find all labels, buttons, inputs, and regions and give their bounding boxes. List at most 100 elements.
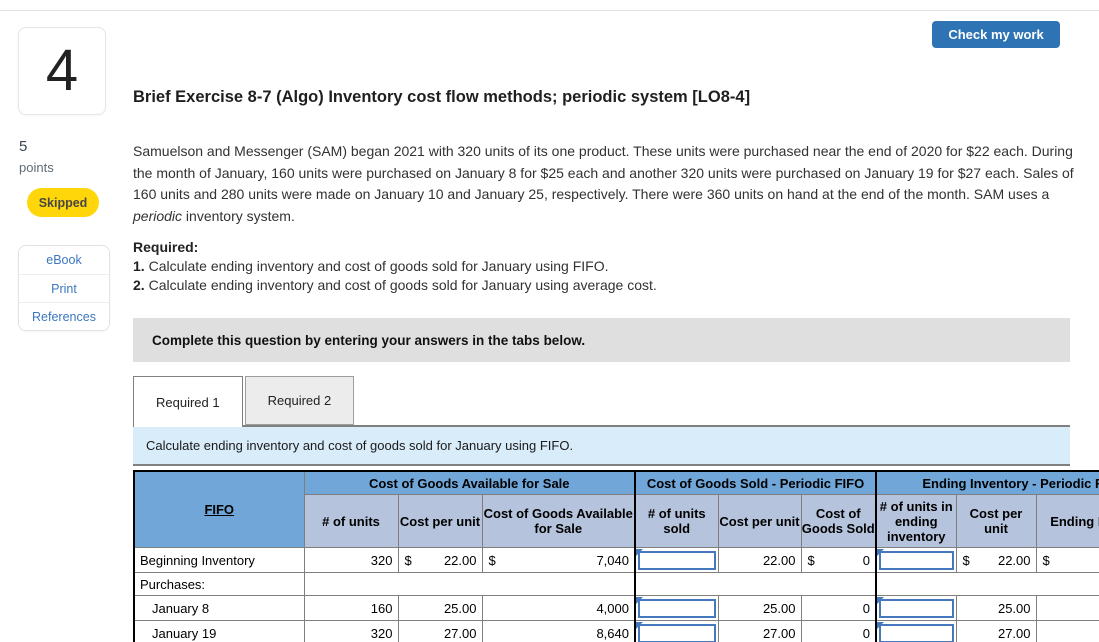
references-link[interactable]: References <box>19 302 109 330</box>
worksheet-panel: FIFO Cost of Goods Available for Sale Co… <box>133 470 1099 642</box>
ebook-link[interactable]: eBook <box>19 246 109 274</box>
cell-value: 0 <box>862 600 871 616</box>
units-sold-input[interactable] <box>638 598 716 618</box>
cell-units: 320 <box>303 547 399 573</box>
units-ending-input[interactable] <box>879 550 954 570</box>
col-header-units-sold: # of units sold <box>634 494 719 548</box>
cell-cogs: $0 <box>800 547 877 573</box>
cell-units-sold-input <box>634 547 719 573</box>
cell-goods-available: $7,040 <box>481 547 636 573</box>
cell-ending-cost-per-unit: $22.00 <box>955 547 1037 573</box>
cell-ending-cost-per-unit: 27.00 <box>955 620 1037 642</box>
required-section: Required: 1. Calculate ending inventory … <box>133 238 1073 295</box>
cell-value: 25.00 <box>443 600 477 616</box>
required-heading: Required: <box>133 239 199 255</box>
row-label: January 19 <box>133 620 305 642</box>
table-row-january-19: January 19 320 27.00 8,640 27.00 0 27.00 <box>133 620 1099 642</box>
required-item-1-number: 1. <box>133 258 145 274</box>
table-row-beginning-inventory: Beginning Inventory 320 $22.00 $7,040 22… <box>133 547 1099 573</box>
cell-value: 25.00 <box>997 600 1031 616</box>
cell-value: 27.00 <box>443 625 477 641</box>
col-header-cost-per-unit: Cost per unit <box>397 494 483 548</box>
col-header-cogs-cost-per-unit: Cost per unit <box>717 494 802 548</box>
cell-ending-cost-per-unit: 25.00 <box>955 595 1037 621</box>
empty-cell-group <box>633 572 877 596</box>
empty-cell-group <box>303 572 636 596</box>
currency-symbol: $ <box>807 552 815 568</box>
cell-cogs-cost-per-unit: 27.00 <box>717 620 802 642</box>
cell-cogs-cost-per-unit: 25.00 <box>717 595 802 621</box>
editable-cell-marker-icon <box>878 548 885 556</box>
top-divider <box>0 10 1099 11</box>
question-number-card: 4 <box>18 27 106 115</box>
cell-units: 320 <box>303 620 399 642</box>
status-badge: Skipped <box>27 188 99 217</box>
points-label: points <box>19 160 54 175</box>
tab-instruction-bar: Calculate ending inventory and cost of g… <box>133 427 1070 466</box>
group-header-goods-available: Cost of Goods Available for Sale <box>303 470 636 495</box>
units-ending-input[interactable] <box>879 598 954 618</box>
editable-cell-marker-icon <box>878 621 885 629</box>
cell-value: 27.00 <box>997 625 1031 641</box>
table-row-purchases: Purchases: <box>133 572 1099 596</box>
cell-cogs: 0 <box>800 595 877 621</box>
editable-cell-marker-icon <box>637 621 643 629</box>
check-my-work-button[interactable]: Check my work <box>932 21 1060 48</box>
fifo-worksheet-table: FIFO Cost of Goods Available for Sale Co… <box>133 470 1099 642</box>
body-text-after: inventory system. <box>182 207 295 224</box>
body-italic-word: periodic <box>133 207 183 224</box>
cell-value: 22.00 <box>997 552 1031 568</box>
complete-question-banner: Complete this question by entering your … <box>133 318 1070 362</box>
cell-units-ending-input <box>875 547 957 573</box>
fifo-label: FIFO <box>204 502 235 517</box>
cell-units: 160 <box>303 595 399 621</box>
editable-cell-marker-icon <box>637 548 643 556</box>
col-header-ending-inventory: Ending Inventory <box>1035 494 1099 548</box>
tabbar-divider <box>133 425 1070 427</box>
print-link[interactable]: Print <box>19 274 109 302</box>
empty-cell-group <box>875 572 1099 596</box>
row-label: January 8 <box>133 595 305 621</box>
group-header-cogs: Cost of Goods Sold - Periodic FIFO <box>633 470 877 495</box>
cell-goods-available: 4,000 <box>481 595 636 621</box>
table-row-january-8: January 8 160 25.00 4,000 25.00 0 25.00 <box>133 595 1099 621</box>
cell-value: 7,040 <box>596 552 629 568</box>
col-header-ending-cost-per-unit: Cost per unit <box>955 494 1037 548</box>
cell-units-sold-input <box>634 620 719 642</box>
cell-value: 4,000 <box>596 600 629 616</box>
currency-symbol: $ <box>962 552 970 568</box>
cell-value: 0 <box>862 552 871 568</box>
cell-cogs: 0 <box>800 620 877 642</box>
question-body: Samuelson and Messenger (SAM) began 2021… <box>133 141 1081 227</box>
cell-units-ending-input <box>875 595 957 621</box>
units-sold-input[interactable] <box>638 623 716 642</box>
question-title: Brief Exercise 8-7 (Algo) Inventory cost… <box>133 88 751 106</box>
col-header-units: # of units <box>303 494 399 548</box>
question-number: 4 <box>45 38 79 103</box>
points-value: 5 <box>19 138 28 155</box>
column-header-row: # of units Cost per unit Cost of Goods A… <box>134 494 1099 548</box>
row-label: Beginning Inventory <box>133 547 305 573</box>
row-label: Purchases: <box>133 572 305 596</box>
cell-value: 8,640 <box>596 625 629 641</box>
tabbar: Required 1 Required 2 <box>133 376 355 427</box>
currency-symbol: $ <box>488 552 496 568</box>
tab-required-2[interactable]: Required 2 <box>244 376 355 425</box>
required-item-1-text: Calculate ending inventory and cost of g… <box>144 258 609 274</box>
tab-required-1[interactable]: Required 1 <box>133 376 243 427</box>
body-text: Samuelson and Messenger (SAM) began 2021… <box>133 143 1074 202</box>
table-corner-cell: FIFO <box>133 470 305 548</box>
units-ending-input[interactable] <box>879 623 954 642</box>
group-header-row: FIFO Cost of Goods Available for Sale Co… <box>133 470 1099 548</box>
cell-value: 22.00 <box>443 552 477 568</box>
units-sold-input[interactable] <box>638 550 716 570</box>
tools-card: eBook Print References <box>18 245 110 331</box>
editable-cell-marker-icon <box>878 596 885 604</box>
currency-symbol: $ <box>404 552 412 568</box>
required-item-1: 1. Calculate ending inventory and cost o… <box>133 257 1073 276</box>
editable-cell-marker-icon <box>637 596 643 604</box>
col-header-cogs: Cost of Goods Sold <box>800 494 877 548</box>
cell-units-sold-input <box>634 595 719 621</box>
group-header-ending-inventory: Ending Inventory - Periodic FIFO <box>875 470 1099 495</box>
